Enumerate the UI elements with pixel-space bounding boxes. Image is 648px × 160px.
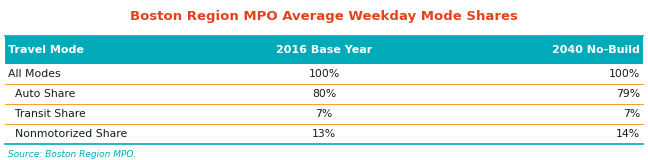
Text: Transit Share: Transit Share (8, 109, 86, 119)
Bar (5, 64, 643, 84)
Text: Auto Share: Auto Share (8, 89, 75, 99)
Text: 80%: 80% (312, 89, 336, 99)
Text: All Modes: All Modes (8, 69, 60, 79)
Bar (5, 124, 643, 144)
Bar (5, 104, 643, 124)
Text: 2016 Base Year: 2016 Base Year (276, 45, 372, 55)
Text: Boston Region MPO Average Weekday Mode Shares: Boston Region MPO Average Weekday Mode S… (130, 10, 518, 23)
Text: Travel Mode: Travel Mode (8, 45, 84, 55)
Bar (5, 84, 643, 104)
Text: Nonmotorized Share: Nonmotorized Share (8, 129, 127, 139)
Text: 7%: 7% (316, 109, 332, 119)
Text: 13%: 13% (312, 129, 336, 139)
Text: 7%: 7% (623, 109, 640, 119)
Bar (5, 36, 643, 64)
Text: 79%: 79% (616, 89, 640, 99)
Text: 2040 No-Build: 2040 No-Build (552, 45, 640, 55)
Text: 14%: 14% (616, 129, 640, 139)
Text: 100%: 100% (609, 69, 640, 79)
Text: Source: Boston Region MPO.: Source: Boston Region MPO. (8, 150, 136, 159)
Text: 100%: 100% (308, 69, 340, 79)
